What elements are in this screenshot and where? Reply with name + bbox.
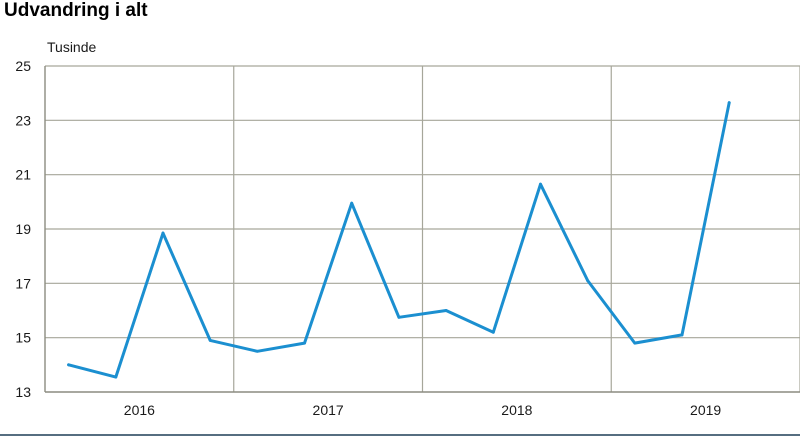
- data-point: [350, 201, 354, 205]
- x-tick-label: 2017: [313, 402, 344, 418]
- y-tick-label: 21: [15, 167, 31, 183]
- y-tick-label: 23: [15, 112, 31, 128]
- data-point: [397, 315, 401, 319]
- axes: [44, 66, 800, 393]
- data-point: [539, 182, 542, 186]
- x-tick-labels: 2016 2017 2018 2019: [124, 402, 722, 418]
- data-point: [444, 309, 448, 312]
- y-tick-labels: 13 15 17 19 21 23 25: [15, 58, 31, 400]
- y-axis-label: Tusinde: [47, 39, 97, 55]
- x-tick-label: 2018: [501, 402, 532, 418]
- chart-title: Udvandring i alt: [4, 0, 148, 21]
- x-tick-label: 2016: [124, 402, 155, 418]
- data-point: [255, 349, 259, 353]
- y-tick-label: 15: [15, 330, 31, 346]
- data-point: [633, 341, 637, 345]
- data-point: [491, 330, 495, 334]
- x-tick-label: 2019: [690, 402, 721, 418]
- data-point: [67, 363, 70, 367]
- y-tick-label: 25: [15, 58, 31, 74]
- data-point: [586, 279, 590, 283]
- data-point: [303, 341, 306, 345]
- data-point: [680, 333, 684, 337]
- gridlines: [45, 65, 800, 392]
- data-point: [114, 375, 118, 379]
- data-point: [161, 231, 165, 235]
- data-point: [727, 101, 731, 105]
- series-line: [67, 101, 731, 379]
- data-point: [208, 338, 212, 342]
- y-tick-label: 13: [15, 384, 31, 400]
- y-tick-label: 19: [15, 221, 31, 237]
- y-tick-label: 17: [15, 275, 31, 291]
- series-group: [67, 101, 731, 379]
